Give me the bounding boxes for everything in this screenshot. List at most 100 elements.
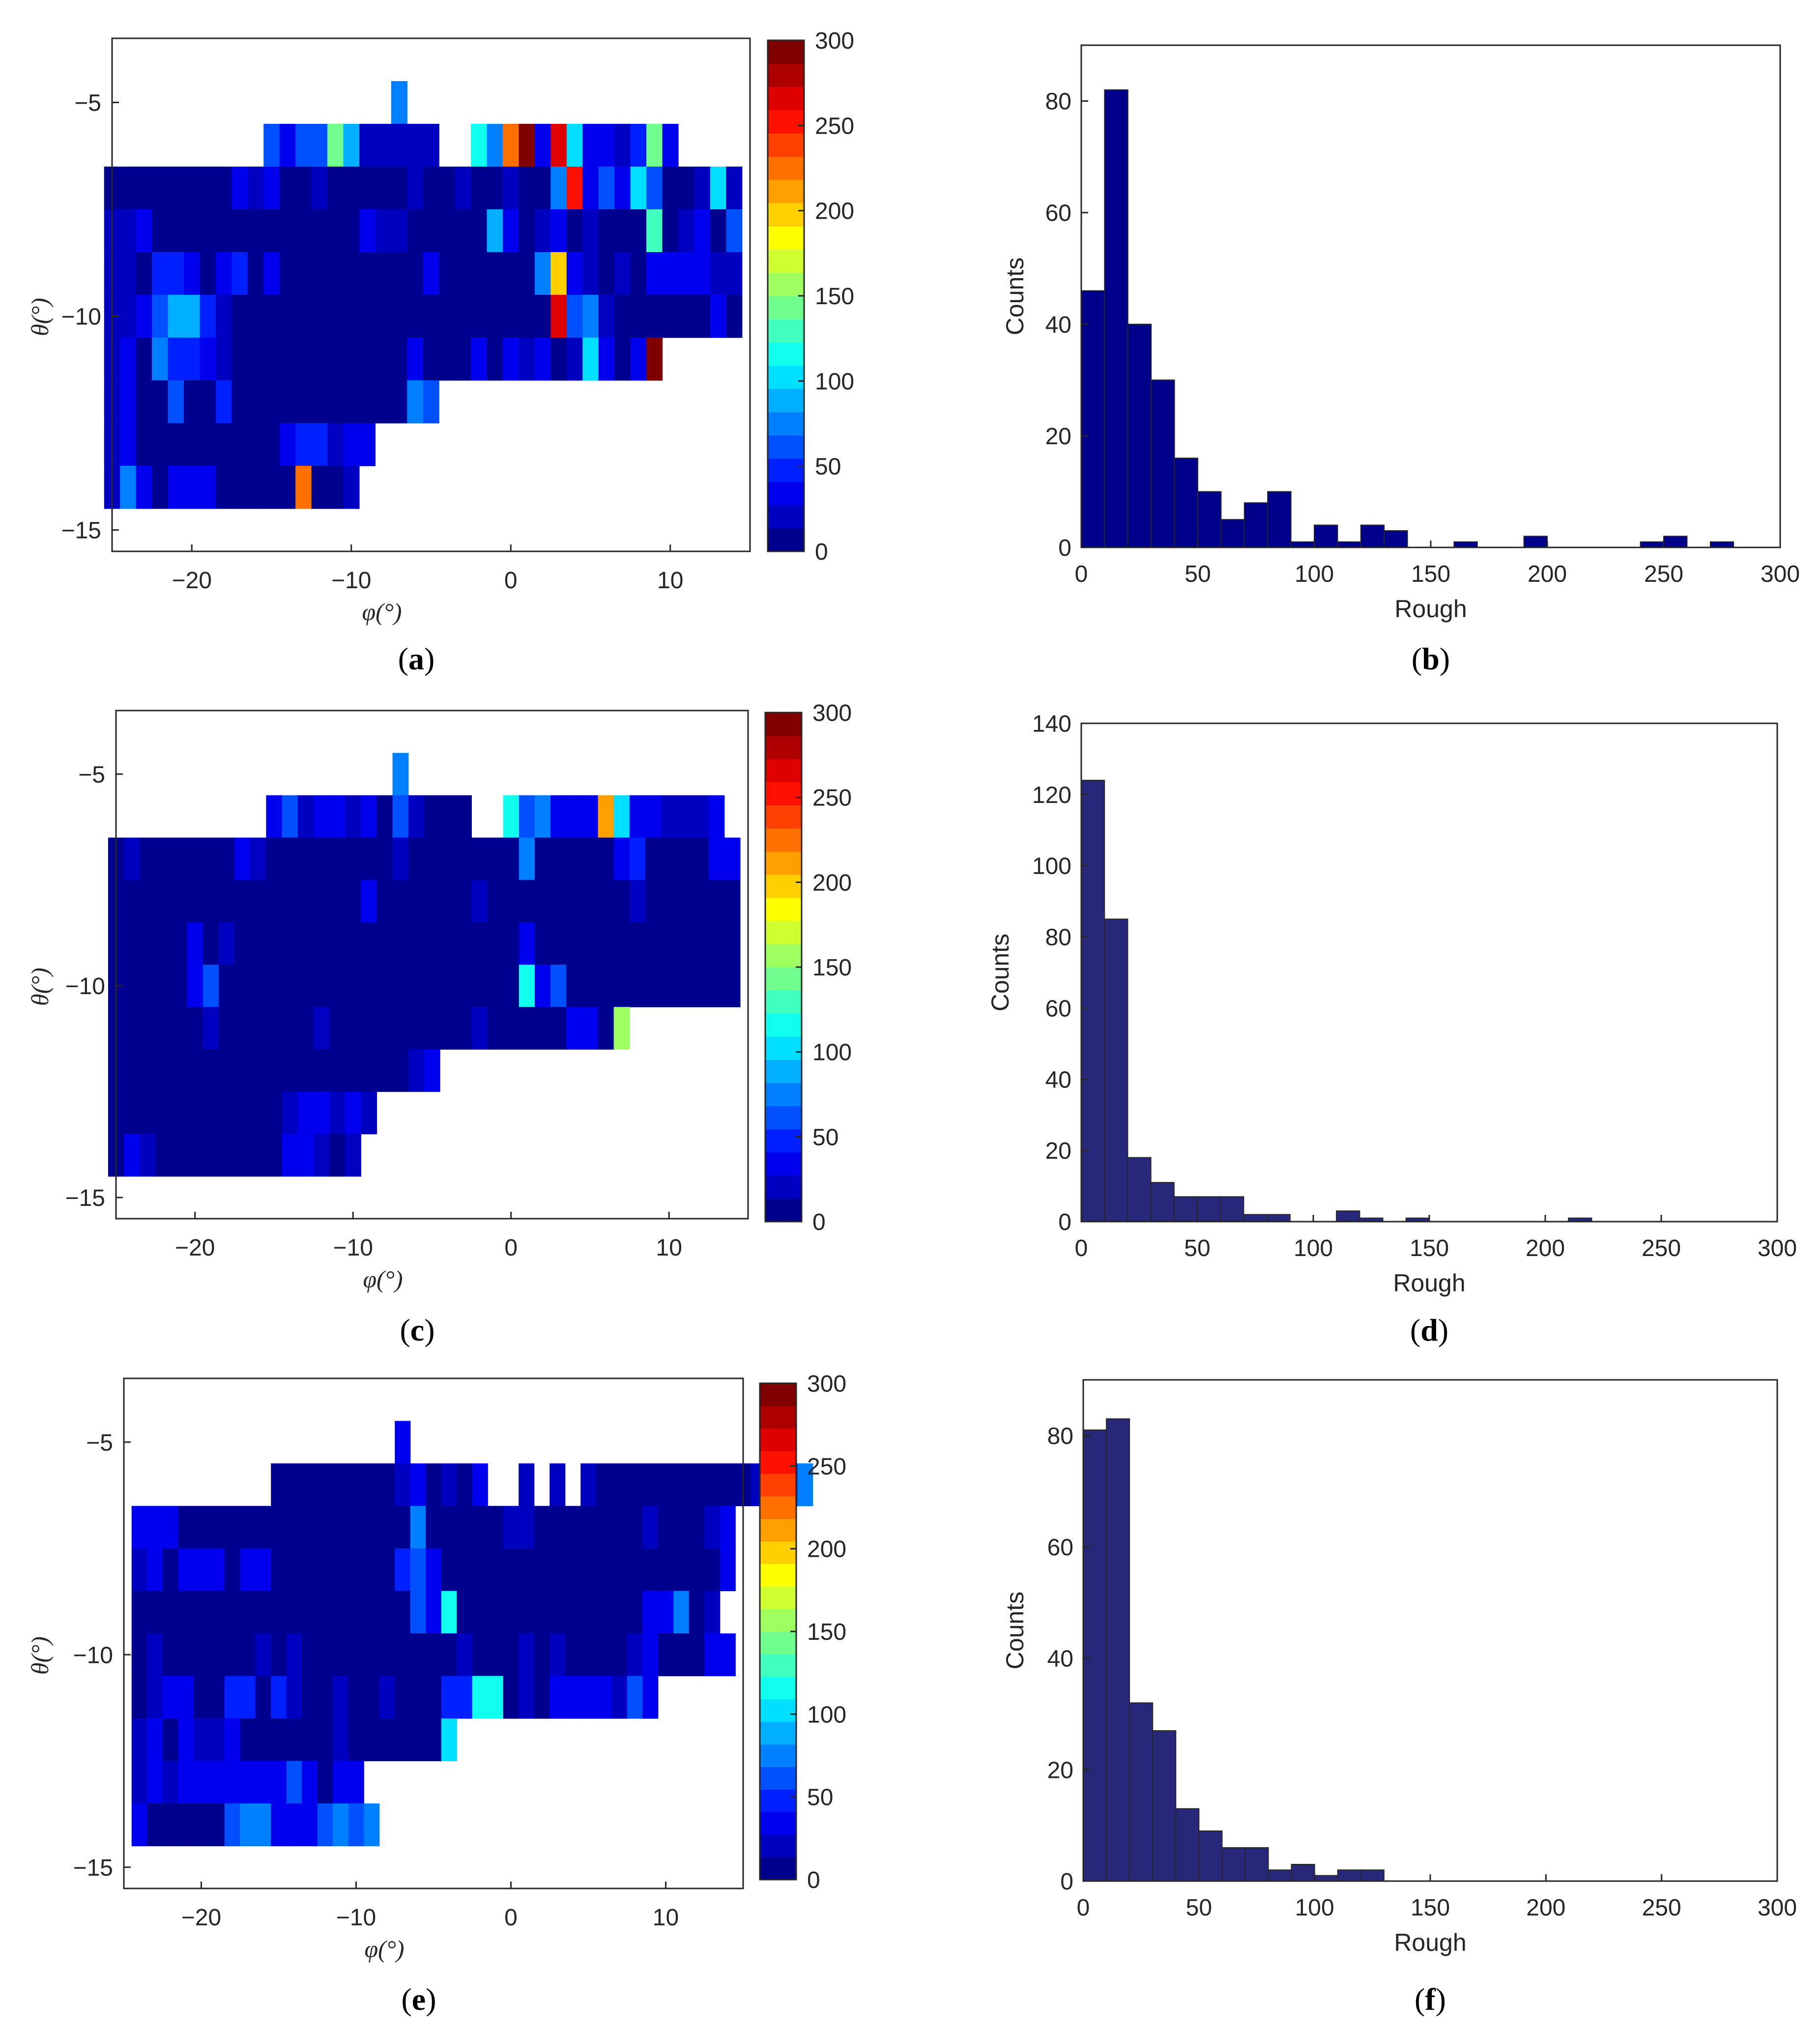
heat-cell [255, 1718, 271, 1762]
heat-cell [255, 1591, 271, 1634]
histogram-bar [1360, 1869, 1385, 1882]
heat-cell [271, 1633, 287, 1677]
heat-cell [689, 1633, 705, 1677]
colorbar-segment [765, 943, 802, 968]
heat-cell [329, 1091, 346, 1135]
heat-cell [630, 252, 647, 295]
heat-cell [231, 423, 248, 466]
heat-cell [375, 338, 392, 381]
heat-cell [613, 922, 630, 965]
heat-cell [193, 1591, 209, 1634]
heat-cell [440, 880, 456, 923]
colorbar-segment [760, 1857, 796, 1880]
heat-cell [441, 1463, 457, 1507]
heat-cell [255, 1761, 271, 1804]
heat-cell [297, 1007, 314, 1050]
histogram-bar [1384, 530, 1408, 548]
heat-cell [519, 338, 535, 381]
histogram-bar [1197, 491, 1222, 548]
heat-cell [596, 1676, 612, 1719]
heat-cell [519, 1591, 535, 1634]
heat-cell [646, 338, 663, 381]
heat-cell [423, 252, 439, 295]
x-tick-label: 200 [1526, 1235, 1565, 1261]
heat-cell [379, 1633, 395, 1677]
heat-cell [279, 423, 296, 466]
heat-cell [295, 167, 312, 210]
heat-cell [215, 338, 232, 381]
heat-cell [231, 167, 248, 210]
colorbar-segment [760, 1496, 796, 1519]
y-tick-label: −5 [74, 90, 101, 116]
histogram-bar [1173, 1196, 1198, 1223]
heat-cell [120, 252, 137, 295]
heat-cell [471, 965, 488, 1007]
heat-cell [302, 1463, 318, 1507]
heat-cell [271, 1463, 287, 1507]
panel-e-caption: (e) [401, 1982, 436, 2017]
histogram-bar [1221, 1847, 1246, 1882]
heat-cell [271, 1718, 287, 1762]
heat-cell [455, 338, 471, 381]
heat-cell [410, 1633, 426, 1677]
heat-cell [596, 1548, 612, 1592]
heat-cell [598, 338, 615, 381]
heat-cell [279, 295, 296, 338]
heat-cell [550, 1007, 567, 1050]
heat-cell [124, 1049, 140, 1092]
x-tick-label: 10 [657, 568, 683, 594]
heat-cell [295, 295, 312, 338]
y-tick-label: −10 [61, 304, 101, 330]
heat-cell [266, 1049, 283, 1092]
heat-cell [282, 1134, 298, 1177]
heat-cell [266, 1007, 283, 1050]
x-tick-label: 200 [1526, 1895, 1565, 1921]
heat-cell [392, 837, 409, 881]
heat-cell [391, 124, 407, 167]
heat-cell [724, 837, 741, 881]
heat-cell [534, 338, 551, 381]
heat-cell [234, 880, 251, 923]
heat-cell [124, 880, 140, 923]
plot-frame [123, 1377, 744, 1889]
colorbar-segment [765, 1013, 802, 1037]
heat-cell [395, 1463, 411, 1507]
heat-cell [234, 922, 251, 965]
heat-cell [124, 965, 140, 1007]
heat-cell [550, 167, 567, 210]
heat-cell [255, 1506, 271, 1549]
heat-cell [662, 295, 679, 338]
heat-cell [266, 880, 283, 923]
heat-cell [124, 837, 140, 881]
heat-cell [240, 1761, 256, 1804]
heat-cell [646, 252, 663, 295]
heat-cell [598, 922, 614, 965]
heat-cell [348, 1591, 364, 1634]
heat-cell [302, 1803, 318, 1847]
heat-cell [566, 124, 583, 167]
x-tick-label: 250 [1644, 561, 1683, 587]
heat-cell [426, 1591, 442, 1634]
heat-cell [662, 124, 679, 167]
heat-cell [162, 1718, 178, 1762]
heat-cell [286, 1718, 302, 1762]
heat-cell [317, 1506, 333, 1549]
heat-cell [503, 295, 520, 338]
heat-cell [178, 1633, 194, 1677]
heat-cell [152, 338, 169, 381]
heat-cell [391, 81, 407, 124]
heat-cell [200, 423, 216, 466]
heat-cell [178, 1718, 194, 1762]
heat-cell [234, 965, 251, 1007]
heat-cell [565, 1633, 581, 1677]
colorbar-segment [760, 1654, 796, 1677]
x-tick-label: −10 [333, 1235, 373, 1261]
heat-cell [441, 1591, 457, 1634]
heat-cell [240, 1548, 256, 1592]
heat-cell [247, 209, 264, 253]
heat-cell [295, 124, 312, 167]
colorbar-segment [768, 86, 804, 111]
heat-cell [534, 965, 551, 1007]
heat-cell [487, 124, 503, 167]
heat-cell [187, 1134, 203, 1177]
